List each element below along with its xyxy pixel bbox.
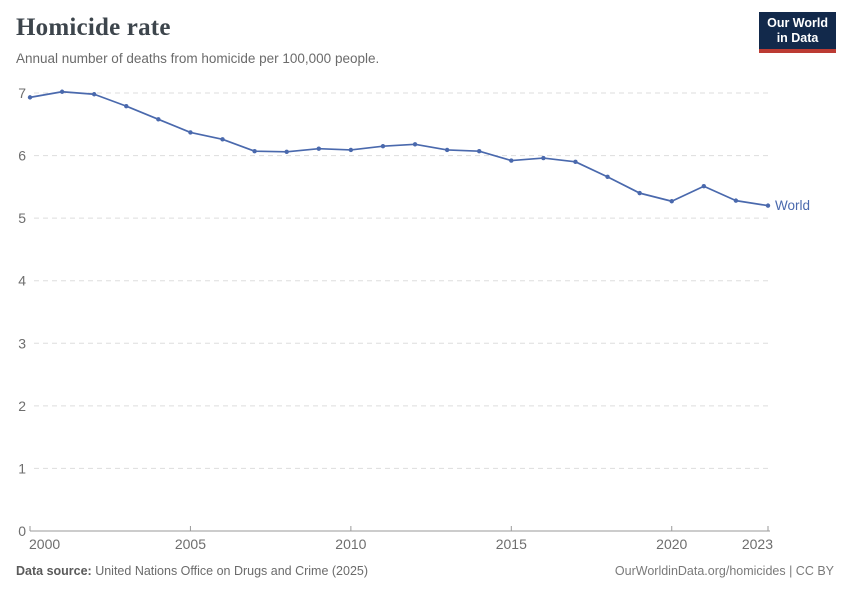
data-point-2013[interactable] bbox=[444, 147, 450, 153]
data-point-2011[interactable] bbox=[380, 143, 386, 149]
x-tick-label-2020: 2020 bbox=[656, 536, 687, 552]
owid-logo[interactable]: Our World in Data bbox=[759, 12, 836, 53]
data-point-2021[interactable] bbox=[701, 184, 707, 189]
owid-logo-line1: Our World bbox=[767, 16, 828, 30]
data-point-2018[interactable] bbox=[605, 174, 610, 180]
license-link[interactable]: OurWorldinData.org/homicides | CC BY bbox=[614, 564, 834, 578]
y-tick-label-2: 2 bbox=[18, 398, 26, 414]
data-point-2014[interactable] bbox=[477, 148, 482, 154]
y-tick-label-0: 0 bbox=[18, 523, 26, 539]
data-point-2023[interactable] bbox=[765, 203, 771, 208]
data-point-2015[interactable] bbox=[509, 158, 514, 163]
page-title: Homicide rate bbox=[16, 14, 171, 41]
data-source: Data source: United Nations Office on Dr… bbox=[16, 564, 368, 578]
data-point-2022[interactable] bbox=[733, 198, 739, 203]
data-point-2002[interactable] bbox=[91, 92, 97, 97]
x-tick-label-2000: 2000 bbox=[29, 536, 60, 552]
owid-logo-line2: in Data bbox=[776, 31, 819, 45]
y-tick-label-1: 1 bbox=[18, 460, 26, 476]
series-line-world[interactable] bbox=[29, 90, 769, 207]
data-point-2005[interactable] bbox=[188, 130, 193, 135]
y-tick-label-6: 6 bbox=[18, 148, 26, 164]
y-tick-label-3: 3 bbox=[18, 335, 26, 351]
data-point-2004[interactable] bbox=[156, 117, 161, 122]
data-point-2012[interactable] bbox=[412, 142, 418, 147]
data-point-2010[interactable] bbox=[348, 147, 354, 153]
chart-subtitle: Annual number of deaths from homicide pe… bbox=[16, 51, 380, 66]
y-tick-label-7: 7 bbox=[18, 85, 26, 101]
data-point-2003[interactable] bbox=[124, 103, 129, 109]
data-point-2016[interactable] bbox=[541, 155, 546, 161]
series-end-label: World bbox=[775, 198, 810, 213]
x-tick-label-2005: 2005 bbox=[175, 536, 206, 552]
data-point-2000[interactable] bbox=[27, 95, 33, 100]
data-source-text: United Nations Office on Drugs and Crime… bbox=[91, 564, 369, 578]
data-point-2007[interactable] bbox=[252, 148, 257, 154]
x-tick-label-2023: 2023 bbox=[742, 536, 773, 552]
x-tick-label-2015: 2015 bbox=[496, 536, 527, 552]
data-point-2019[interactable] bbox=[637, 190, 642, 196]
data-source-label: Data source: bbox=[16, 564, 92, 578]
data-point-2001[interactable] bbox=[59, 89, 65, 94]
y-tick-label-5: 5 bbox=[18, 210, 26, 226]
x-tick-label-2010: 2010 bbox=[335, 536, 366, 552]
data-point-2009[interactable] bbox=[316, 146, 321, 151]
y-tick-label-4: 4 bbox=[18, 273, 26, 289]
chart-footer: Data source: United Nations Office on Dr… bbox=[16, 564, 834, 578]
data-point-2008[interactable] bbox=[284, 149, 289, 155]
data-point-2006[interactable] bbox=[220, 137, 225, 142]
data-point-2020[interactable] bbox=[669, 199, 674, 204]
data-point-2017[interactable] bbox=[573, 159, 578, 165]
